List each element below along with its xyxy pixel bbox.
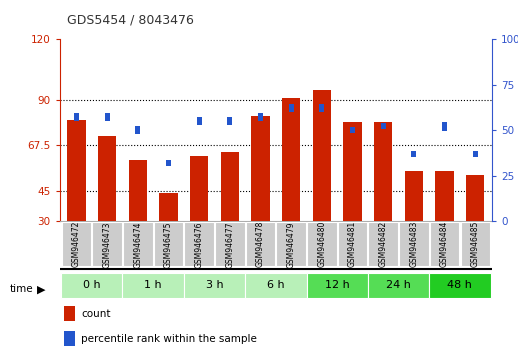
Text: percentile rank within the sample: percentile rank within the sample xyxy=(81,333,257,344)
Bar xyxy=(307,273,368,298)
Bar xyxy=(472,151,478,157)
Bar xyxy=(122,273,184,298)
Bar xyxy=(319,104,324,112)
Bar xyxy=(466,175,484,221)
Bar xyxy=(215,222,244,266)
Bar xyxy=(368,222,398,266)
Text: GSM946477: GSM946477 xyxy=(225,221,234,268)
Bar xyxy=(227,117,233,125)
Bar xyxy=(92,222,122,266)
Bar xyxy=(64,306,75,321)
Bar xyxy=(430,222,459,266)
Bar xyxy=(368,273,429,298)
Text: GSM946479: GSM946479 xyxy=(286,221,296,268)
Text: GSM946480: GSM946480 xyxy=(318,221,326,268)
Bar xyxy=(245,273,307,298)
Bar xyxy=(98,136,117,221)
Text: 6 h: 6 h xyxy=(267,280,285,290)
Bar xyxy=(246,222,275,266)
Bar xyxy=(429,273,491,298)
Text: 3 h: 3 h xyxy=(206,280,223,290)
Bar xyxy=(289,104,294,112)
Bar xyxy=(61,273,122,298)
Text: GSM946473: GSM946473 xyxy=(103,221,111,268)
Bar xyxy=(461,222,490,266)
Bar xyxy=(159,193,178,221)
Bar xyxy=(128,160,147,221)
Bar xyxy=(338,222,367,266)
Text: GSM946483: GSM946483 xyxy=(409,221,419,268)
Text: GSM946474: GSM946474 xyxy=(133,221,142,268)
Bar xyxy=(166,160,171,166)
Bar xyxy=(405,171,423,221)
Bar xyxy=(184,222,214,266)
Bar xyxy=(154,222,183,266)
Text: GSM946472: GSM946472 xyxy=(72,221,81,268)
Text: GSM946481: GSM946481 xyxy=(348,221,357,267)
Bar xyxy=(221,152,239,221)
Bar xyxy=(64,331,75,346)
Bar xyxy=(374,122,393,221)
Text: 12 h: 12 h xyxy=(325,280,350,290)
Bar xyxy=(184,273,245,298)
Bar xyxy=(251,116,270,221)
Bar xyxy=(435,171,454,221)
Text: 1 h: 1 h xyxy=(145,280,162,290)
Bar xyxy=(258,113,263,121)
Bar xyxy=(313,90,331,221)
Bar xyxy=(74,113,79,121)
Text: GSM946478: GSM946478 xyxy=(256,221,265,268)
Bar xyxy=(196,117,202,125)
Text: time: time xyxy=(9,284,33,293)
Bar xyxy=(62,222,91,266)
Text: GSM946484: GSM946484 xyxy=(440,221,449,268)
Bar xyxy=(135,126,140,134)
Bar xyxy=(381,124,386,130)
Bar xyxy=(411,151,416,157)
Bar xyxy=(282,98,300,221)
Bar xyxy=(67,120,85,221)
Text: count: count xyxy=(81,309,111,319)
Bar xyxy=(442,122,447,131)
Text: 24 h: 24 h xyxy=(386,280,411,290)
Bar xyxy=(343,122,362,221)
Text: GSM946476: GSM946476 xyxy=(195,221,204,268)
Text: GSM946485: GSM946485 xyxy=(471,221,480,268)
Text: GSM946475: GSM946475 xyxy=(164,221,173,268)
Bar xyxy=(350,127,355,133)
Text: 48 h: 48 h xyxy=(448,280,472,290)
Bar xyxy=(105,113,110,121)
Text: GSM946482: GSM946482 xyxy=(379,221,387,267)
Text: 0 h: 0 h xyxy=(83,280,100,290)
Bar xyxy=(190,156,208,221)
Bar xyxy=(399,222,428,266)
Bar xyxy=(123,222,152,266)
Text: ▶: ▶ xyxy=(37,285,46,295)
Bar xyxy=(307,222,337,266)
Text: GDS5454 / 8043476: GDS5454 / 8043476 xyxy=(67,13,194,26)
Bar xyxy=(277,222,306,266)
